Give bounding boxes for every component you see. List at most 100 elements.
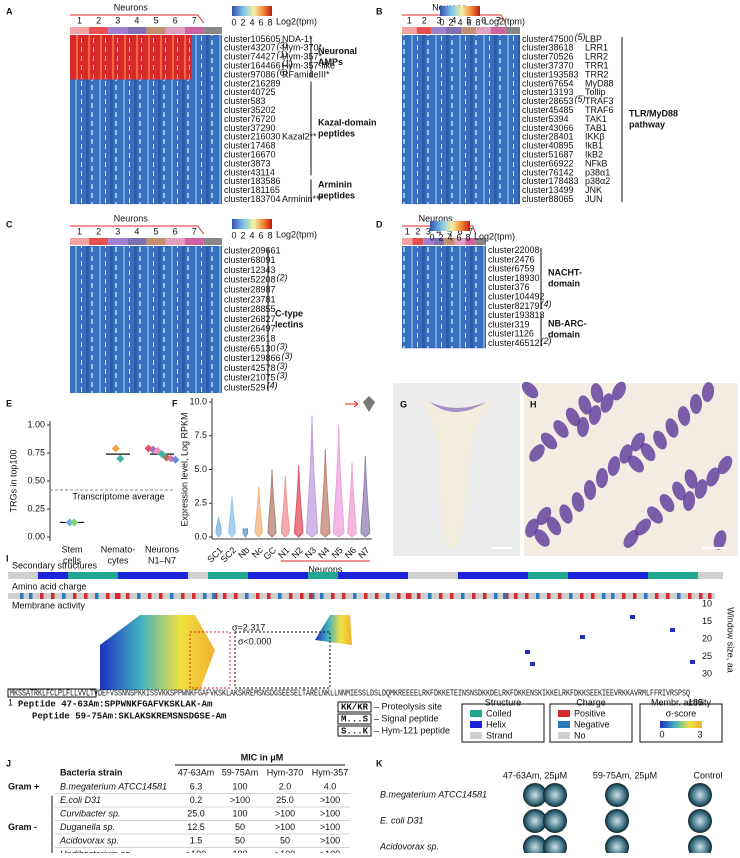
mic-value: 12.5: [187, 822, 205, 832]
cluster-count: (5): [575, 32, 586, 42]
colorbar-tick: 0: [231, 17, 236, 27]
x-tick-label: Nemato-: [101, 544, 136, 554]
charge-mark: [417, 593, 421, 599]
cluster-name: cluster51687: [522, 150, 574, 160]
charge-mark: [214, 593, 218, 599]
photo-cell: [640, 442, 656, 462]
column-header: 47-63Am: [178, 767, 215, 777]
violin: [267, 469, 277, 538]
colorbar-tick: 6: [258, 17, 263, 27]
photo-cell: [546, 516, 562, 536]
cluster-name: cluster76720: [224, 114, 276, 124]
point: [111, 444, 120, 453]
photo-cell: [576, 417, 590, 437]
violin: [320, 449, 331, 538]
panel-label: B: [376, 6, 383, 16]
strain: Curvibacter sp.: [60, 808, 121, 818]
cluster-count: (2): [541, 336, 552, 346]
charge-mark: [148, 593, 152, 599]
photo-cell: [571, 492, 585, 512]
column-label: 6: [173, 15, 178, 25]
cluster-count: (5): [575, 94, 586, 104]
cluster-name: cluster65130: [224, 343, 276, 353]
cluster-name: cluster68091: [224, 255, 276, 265]
charge-mark: [289, 593, 293, 599]
mic-value: 50: [235, 835, 245, 845]
cluster-name: cluster37370: [522, 61, 574, 71]
track-label: Secondary structures: [12, 560, 98, 570]
cell-type-strip: [203, 27, 222, 34]
gene-name: TAB1: [585, 123, 607, 133]
cluster-name: cluster164466: [224, 61, 281, 71]
violin: [294, 465, 304, 538]
structure-segment: [458, 572, 528, 579]
charge-mark: [677, 593, 681, 599]
mic-value: 0.2: [190, 795, 203, 805]
cluster-count: (3): [277, 341, 288, 351]
row-label: B.megaterium ATCC14581: [380, 789, 487, 799]
colorbar-tick: 2: [448, 17, 453, 27]
column-label: 4: [451, 15, 456, 25]
colorbar-tick: 0: [439, 17, 444, 27]
key: M...S: [341, 714, 369, 724]
dish: [523, 835, 547, 858]
gene-name: NFkB: [585, 158, 608, 168]
neurons-line: [402, 14, 507, 24]
charge-mark: [514, 593, 518, 599]
panel-label: J: [6, 758, 11, 768]
membrane-spot: [580, 635, 585, 639]
charge-mark: [633, 593, 637, 599]
cell-type-strip: [165, 27, 185, 34]
legend-box: [639, 703, 723, 743]
column-header: 47-63Am, 25μM: [503, 770, 567, 780]
group-label: Gram +: [8, 781, 39, 791]
group-label: peptides: [318, 191, 355, 201]
legend-label: Helix: [486, 719, 507, 729]
gene-name: MyD88: [585, 78, 614, 88]
charge-mark: [245, 593, 249, 599]
photo-cell: [630, 432, 646, 452]
charge-mark: [591, 593, 595, 599]
neurons-label: Neurons: [114, 2, 149, 12]
column-header: 59-75Am, 25μM: [593, 770, 657, 780]
column-label: 2: [96, 226, 101, 236]
colorbar-tick: 6: [466, 17, 471, 27]
photo-cell: [553, 420, 569, 438]
charge-mark: [84, 593, 88, 599]
panel-label: F: [172, 398, 178, 408]
cell-type-strip: [505, 27, 520, 34]
charge-mark: [644, 593, 648, 599]
cluster-name: cluster1126: [488, 329, 534, 339]
photo-cell: [607, 456, 621, 476]
y-tick-label: 10.0: [189, 396, 207, 406]
arrow: [345, 400, 359, 408]
x-tick-label: N7: [356, 545, 371, 560]
structure-segment: [568, 572, 648, 579]
position: 185: [688, 697, 703, 707]
charge-mark: [20, 593, 24, 599]
cluster-name: cluster105605: [224, 34, 281, 44]
key-text: – Proteolysis site: [374, 701, 442, 711]
x-tick-label: cytes: [107, 555, 129, 565]
charge-mark: [536, 593, 540, 599]
key-box: [337, 725, 372, 737]
charge-mark: [342, 593, 346, 599]
charge-mark: [203, 593, 207, 599]
group-label: Arminin: [318, 180, 352, 190]
cell-type-strip: [433, 238, 445, 245]
charge-mark: [256, 593, 260, 599]
photo-cell: [689, 394, 703, 414]
panel-label: A: [6, 6, 13, 16]
column-label: 5: [153, 15, 158, 25]
charge-mark: [331, 593, 335, 599]
dish: [605, 809, 629, 833]
structure-segment: [38, 572, 68, 579]
charge-mark: [267, 593, 271, 599]
charge-mark: [622, 593, 626, 599]
gene-name: p38α1: [585, 167, 610, 177]
y-tick-label: 7.5: [194, 430, 207, 440]
photo-cell: [682, 491, 696, 511]
gene-name: LBP: [585, 34, 602, 44]
cell-type-strip: [465, 238, 476, 245]
x-tick-label: cells: [63, 555, 82, 565]
